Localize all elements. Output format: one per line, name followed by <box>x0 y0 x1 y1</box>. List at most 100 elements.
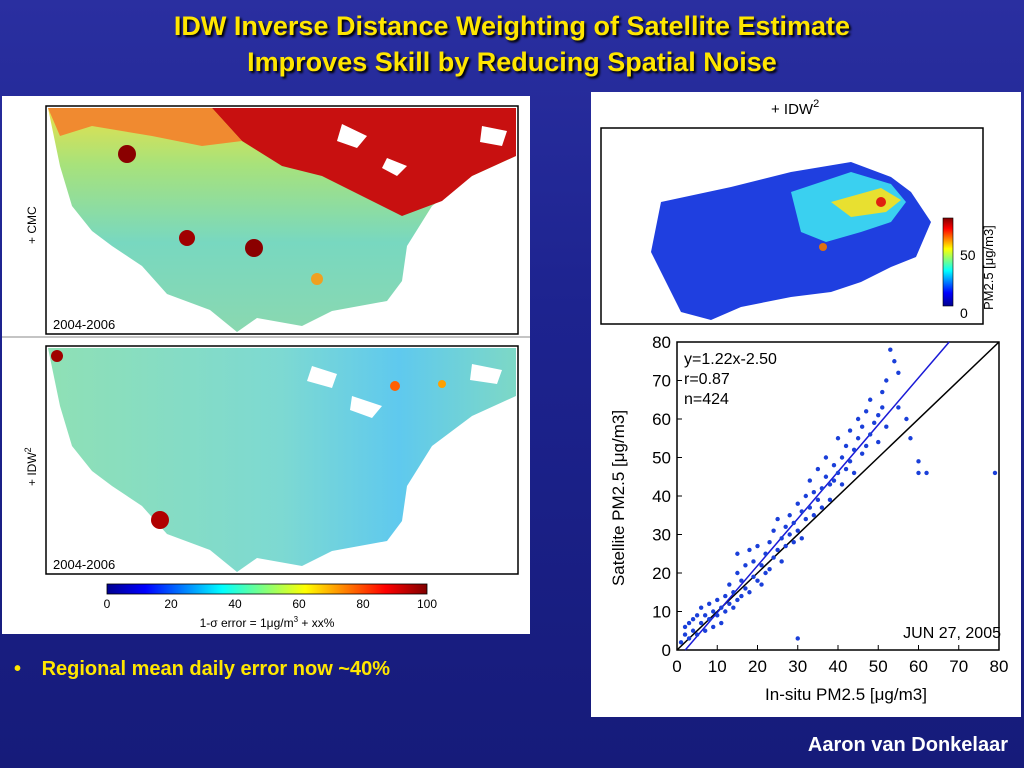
colorbar-tick: 100 <box>417 597 437 611</box>
scatter-point <box>803 493 808 499</box>
idw-hotspot <box>51 350 63 362</box>
scatter-point <box>702 613 708 618</box>
scatter-point <box>727 601 732 606</box>
error-colorbar <box>106 583 428 595</box>
scatter-point <box>771 555 776 560</box>
scatter-point <box>799 536 804 541</box>
x-axis-ticks: 0 10 20 30 40 50 60 70 80 <box>672 645 1008 676</box>
regression-line <box>684 341 950 651</box>
scatter-point <box>698 605 704 610</box>
scatter-point <box>827 482 833 487</box>
bullet-point: • Regional mean daily error now ~40% <box>14 658 390 681</box>
pm-colorbar <box>942 217 954 307</box>
scatter-point <box>839 482 845 487</box>
scatter-point <box>851 447 857 452</box>
cmc-hotspot <box>245 239 263 257</box>
scatter-point <box>707 617 712 622</box>
scatter-point <box>698 620 704 626</box>
scatter-point <box>686 636 692 641</box>
scatter-point <box>727 582 732 587</box>
scatter-point <box>723 609 728 614</box>
scatter-point <box>775 516 780 522</box>
scatter-point <box>851 470 857 476</box>
scatter-point <box>811 489 817 495</box>
scatter-point <box>807 505 813 510</box>
scatter-point <box>843 443 849 449</box>
y-tick-label: 60 <box>652 410 671 429</box>
scatter-point <box>916 470 921 476</box>
cmc-hotspot <box>179 230 195 246</box>
cmc-high-north-band <box>212 108 516 216</box>
scatter-point <box>771 528 776 533</box>
scatter-point <box>783 543 788 549</box>
y-tick-label: 10 <box>652 603 671 622</box>
scatter-point <box>731 590 736 595</box>
scatter-point <box>751 574 756 580</box>
fit-n: n=424 <box>684 391 729 408</box>
scatter-point <box>835 436 841 441</box>
scatter-point <box>819 505 825 510</box>
x-tick-label: 20 <box>748 657 767 676</box>
scatter-point <box>694 613 700 618</box>
cmc-hotspot <box>118 145 136 163</box>
title-line-1: IDW Inverse Distance Weighting of Satell… <box>173 11 851 41</box>
scatter-point <box>747 590 752 595</box>
scatter-point <box>872 420 877 426</box>
scatter-point <box>791 540 796 545</box>
scatter-point <box>819 486 825 491</box>
cmc-lakes <box>337 124 507 176</box>
scatter-point <box>739 593 744 599</box>
idw-hotspot <box>390 381 400 391</box>
right-panel: + IDW2 50 0 PM2.5 [μg/m3] 0 10 20 30 40 50 60 7… <box>591 92 1021 717</box>
cmc-side-label: + CMC <box>25 206 39 244</box>
scatter-point <box>880 405 885 410</box>
idw-period-label: 2004-2006 <box>53 557 115 572</box>
scatter-point <box>690 617 696 622</box>
daily-map-hotspot <box>819 243 827 251</box>
left-map-panel: 2004-2006 + CMC 2004-2006 + IDW2 0 20 40… <box>2 96 530 634</box>
y-tick-label: 0 <box>662 641 671 660</box>
pm-colorbar-tick-low: 0 <box>960 305 968 321</box>
scatter-point <box>823 455 829 460</box>
scatter-point <box>855 416 861 422</box>
x-tick-label: 80 <box>990 657 1009 676</box>
idw-period-box <box>50 556 134 572</box>
scatter-point <box>859 424 865 429</box>
scatter-point <box>715 613 720 618</box>
x-tick-label: 50 <box>869 657 888 676</box>
scatter-point <box>787 532 792 537</box>
scatter-point <box>739 578 744 583</box>
scatter-date: JUN 27, 2005 <box>903 625 1001 642</box>
scatter-point <box>847 428 853 433</box>
y-tick-label: 30 <box>652 526 671 545</box>
scatter-point <box>791 520 796 526</box>
scatter-point <box>884 378 889 383</box>
scatter-point <box>811 513 817 518</box>
colorbar-tick: 40 <box>228 597 242 611</box>
scatter-point <box>859 451 865 456</box>
scatter-point <box>711 609 716 614</box>
scatter-point <box>827 497 833 503</box>
scatter-point <box>767 540 772 545</box>
scatter-point <box>707 601 712 606</box>
right-panel-svg: + IDW2 50 0 PM2.5 [μg/m3] 0 10 20 30 40 50 60 7… <box>600 98 1008 704</box>
scatter-point <box>892 359 897 364</box>
scatter-points <box>678 347 998 645</box>
scatter-point <box>779 536 784 541</box>
cmc-north-west-band <box>48 108 242 146</box>
bullet-marker: • <box>14 658 22 680</box>
scatter-point <box>847 459 853 464</box>
daily-map-hotband <box>831 188 901 217</box>
x-tick-label: 10 <box>708 657 727 676</box>
x-tick-label: 0 <box>672 657 681 676</box>
scatter-point <box>876 412 881 418</box>
scatter-point <box>904 416 909 422</box>
y-axis-label: Satellite PM2.5 [μg/m3] <box>609 410 628 586</box>
idw-lakes <box>307 364 502 418</box>
scatter-point <box>702 628 708 633</box>
x-tick-label: 40 <box>829 657 848 676</box>
scatter-point <box>735 551 740 556</box>
scatter-point <box>795 636 800 641</box>
error-colorbar-label: 1-σ error = 1μg/m3 + xx% <box>200 615 335 630</box>
scatter-point <box>755 578 760 583</box>
